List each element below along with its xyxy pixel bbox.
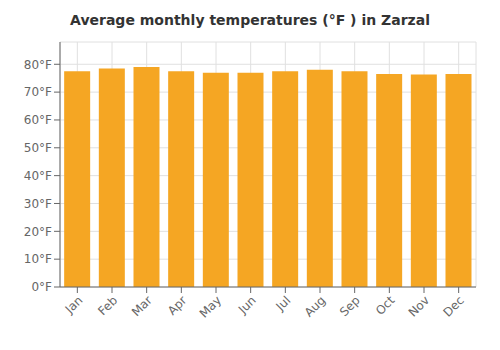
svg-text:May: May xyxy=(197,293,224,320)
svg-text:Jun: Jun xyxy=(235,293,259,317)
svg-text:50°F: 50°F xyxy=(24,141,52,155)
svg-text:Feb: Feb xyxy=(95,293,120,318)
svg-text:Sep: Sep xyxy=(337,293,363,319)
svg-text:20°F: 20°F xyxy=(24,225,52,239)
svg-text:Dec: Dec xyxy=(440,293,466,319)
html-text:Average monthly temperatures (: Average monthly temperatures (°F ) in Za… xyxy=(70,12,430,28)
svg-text:Jul: Jul xyxy=(273,293,294,314)
svg-text:Jan: Jan xyxy=(62,293,86,317)
svg-text:40°F: 40°F xyxy=(24,169,52,183)
svg-text:Nov: Nov xyxy=(406,293,432,319)
svg-text:30°F: 30°F xyxy=(24,197,52,211)
svg-text:Mar: Mar xyxy=(129,293,155,319)
svg-text:10°F: 10°F xyxy=(24,252,52,266)
svg-text:0°F: 0°F xyxy=(31,280,52,294)
svg-text:Aug: Aug xyxy=(302,293,328,319)
svg-text:Oct: Oct xyxy=(373,293,398,318)
svg-text:60°F: 60°F xyxy=(24,113,52,127)
svg-text:80°F: 80°F xyxy=(24,58,52,72)
svg-text:Apr: Apr xyxy=(165,293,190,318)
svg-text:70°F: 70°F xyxy=(24,85,52,99)
